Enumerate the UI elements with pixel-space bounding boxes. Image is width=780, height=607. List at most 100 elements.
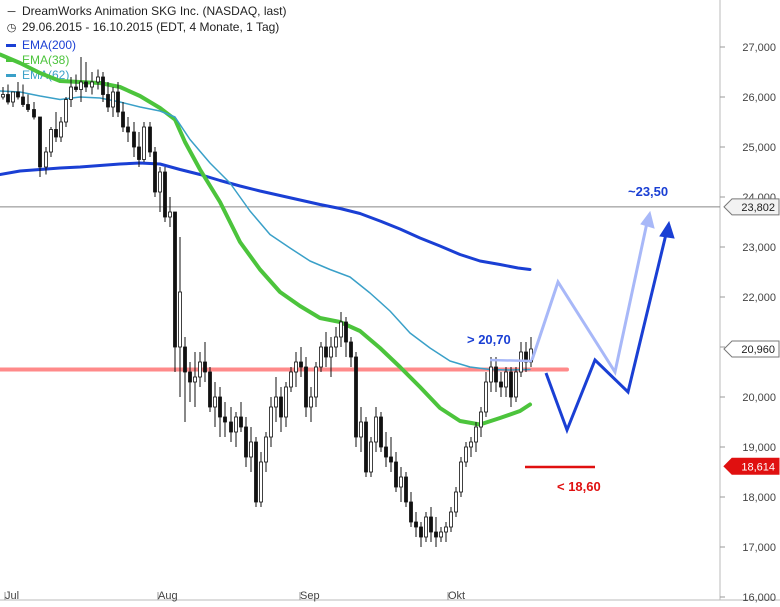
candle-body <box>32 109 36 118</box>
candle-body <box>474 426 478 443</box>
candle-body <box>319 346 323 368</box>
candle-body <box>1 94 5 98</box>
candle-body <box>494 366 498 383</box>
forecast-path-light <box>530 217 650 376</box>
candle-body <box>69 86 73 100</box>
candle-body <box>90 81 94 88</box>
candle-body <box>279 396 283 418</box>
candle-body <box>464 446 468 463</box>
y-tick-label: 20,000 <box>742 392 776 404</box>
candle-body <box>137 146 141 160</box>
candle-body <box>163 171 167 218</box>
price-tag-18614-label: 18,614 <box>741 461 775 473</box>
candle-body <box>274 396 278 408</box>
forecast-arrow-main <box>659 220 675 239</box>
candle-body <box>203 361 207 373</box>
candle-body <box>309 396 313 408</box>
y-tick-label: 16,000 <box>742 592 776 604</box>
candle-body <box>414 521 418 528</box>
y-tick-label: 26,000 <box>742 92 776 104</box>
candle-body <box>444 526 448 533</box>
x-tick-label: Jul <box>5 590 19 602</box>
candle-body <box>26 104 30 110</box>
candle-body <box>116 91 120 113</box>
candle-body <box>59 121 63 138</box>
forecast-path-main <box>544 229 669 435</box>
candle-body <box>16 91 20 98</box>
candle-body <box>314 366 318 398</box>
candle-body <box>198 361 202 378</box>
candle-body <box>244 426 248 458</box>
annotation-target-label: ~23,50 <box>628 184 668 199</box>
candle-body <box>334 336 338 348</box>
candle-body <box>409 501 413 523</box>
candle-body <box>344 321 348 343</box>
candle-body <box>419 526 423 538</box>
candle-body <box>183 346 187 373</box>
candle-body <box>121 111 125 128</box>
candle-body <box>101 76 105 95</box>
y-tick-label: 27,000 <box>742 42 776 54</box>
candle-body <box>429 516 433 533</box>
dash-icon: ─ <box>7 6 16 18</box>
ema200-line <box>0 161 532 271</box>
candle-body <box>394 461 398 488</box>
x-tick-label: Aug <box>158 590 178 602</box>
candle-body <box>229 421 233 433</box>
candle-body <box>324 346 328 358</box>
chart-subtitle-row: ◷ 29.06.2015 - 16.10.2015 (EDT, 4 Monate,… <box>6 20 280 36</box>
candle-body <box>193 376 197 383</box>
forecast-arrow-light <box>640 210 655 229</box>
candle-body <box>44 151 48 168</box>
candle-body <box>249 441 253 458</box>
candle-body <box>158 171 162 193</box>
candle-body <box>148 126 152 153</box>
candle-body <box>404 476 408 503</box>
candle-body <box>213 396 217 408</box>
candle-body <box>289 371 293 388</box>
chart-title: DreamWorks Animation SKG Inc. (NASDAQ, l… <box>22 4 287 18</box>
y-tick-label: 19,000 <box>742 442 776 454</box>
candle-body <box>459 461 463 493</box>
candle-body <box>54 129 58 138</box>
candle-body <box>329 346 333 358</box>
legend-ema200-label: EMA(200) <box>22 38 77 52</box>
candle-body <box>399 476 403 488</box>
candle-body <box>284 386 288 418</box>
legend-ema200: EMA(200) <box>6 38 76 53</box>
candle-body <box>188 371 192 383</box>
candle-body <box>424 516 428 538</box>
candle-body <box>389 456 393 463</box>
candle-body <box>304 366 308 408</box>
candle-body <box>509 371 513 398</box>
candle-body <box>254 441 258 503</box>
candle-body <box>339 321 343 338</box>
candle-body <box>74 86 78 90</box>
candle-body <box>354 356 358 438</box>
candle-body <box>514 371 518 398</box>
chart-subtitle: 29.06.2015 - 16.10.2015 (EDT, 4 Monate, … <box>22 20 280 34</box>
candle-body <box>96 76 100 83</box>
candle-body <box>259 461 263 503</box>
price-tag-23802-label: 23,802 <box>741 202 775 214</box>
y-tick-label: 22,000 <box>742 292 776 304</box>
candle-body <box>234 416 238 433</box>
candle-body <box>218 396 222 418</box>
candle-body <box>168 211 172 218</box>
candle-body <box>106 94 110 108</box>
candle-body <box>38 116 42 168</box>
candle-body <box>132 131 136 148</box>
candle-body <box>178 291 182 348</box>
candle-body <box>223 416 227 423</box>
annotation-stop-label: < 18,60 <box>557 479 601 494</box>
y-tick-label: 17,000 <box>742 542 776 554</box>
y-tick-label: 18,000 <box>742 492 776 504</box>
candle-body <box>384 446 388 458</box>
candle-body <box>479 411 483 428</box>
candle-body <box>84 81 88 88</box>
candle-body <box>434 531 438 538</box>
price-tag-23802 <box>723 198 780 216</box>
candle-body <box>374 416 378 443</box>
candle-body <box>264 436 268 463</box>
